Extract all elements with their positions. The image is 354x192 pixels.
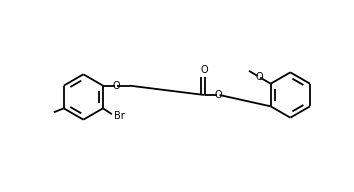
Text: Br: Br xyxy=(114,111,125,121)
Text: O: O xyxy=(215,90,222,100)
Text: O: O xyxy=(112,81,120,91)
Text: O: O xyxy=(201,65,209,75)
Text: O: O xyxy=(255,72,263,82)
